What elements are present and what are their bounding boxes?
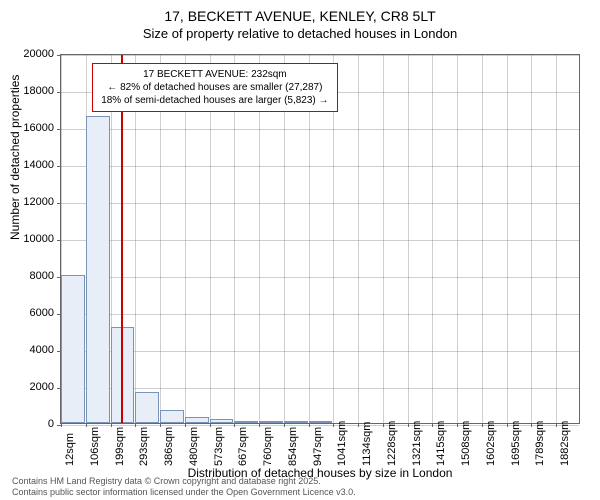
histogram-bar (284, 421, 308, 423)
chart-plot-area: 17 BECKETT AVENUE: 232sqm ← 82% of detac… (60, 54, 580, 424)
histogram-bar (86, 116, 110, 423)
gridline-vertical (531, 55, 532, 423)
histogram-bar (309, 421, 333, 423)
x-tick-label: 1789sqm (534, 421, 546, 466)
x-tick-label: 106sqm (89, 427, 101, 466)
x-tick-label: 293sqm (138, 427, 150, 466)
x-tick-label: 1321sqm (411, 421, 423, 466)
gridline-horizontal (61, 129, 579, 130)
gridline-horizontal (61, 314, 579, 315)
x-tick-label: 199sqm (114, 427, 126, 466)
x-tick-label: 1882sqm (559, 421, 571, 466)
y-tick-label: 2000 (4, 381, 54, 393)
histogram-bar (61, 275, 85, 423)
x-tick-label: 1695sqm (510, 421, 522, 466)
x-tick-label: 1134sqm (361, 422, 373, 466)
x-tick-label: 573sqm (213, 427, 225, 466)
y-tick-label: 18000 (4, 85, 54, 97)
y-tick-label: 8000 (4, 270, 54, 282)
footer-line1: Contains HM Land Registry data © Crown c… (12, 476, 356, 487)
x-tick-label: 1041sqm (336, 421, 348, 466)
gridline-vertical (408, 55, 409, 423)
histogram-bar (185, 417, 209, 423)
annotation-line2: ← 82% of detached houses are smaller (27… (101, 81, 328, 94)
x-tick-label: 386sqm (163, 427, 175, 466)
x-tick-label: 12sqm (64, 433, 76, 466)
gridline-vertical (482, 55, 483, 423)
histogram-bar (160, 410, 184, 423)
y-tick-label: 0 (4, 418, 54, 430)
y-tick-label: 10000 (4, 233, 54, 245)
y-tick-label: 14000 (4, 159, 54, 171)
footer-line2: Contains public sector information licen… (12, 487, 356, 498)
histogram-bar (210, 419, 234, 423)
y-tick-label: 16000 (4, 122, 54, 134)
y-axis: 0200040006000800010000120001400016000180… (0, 54, 58, 424)
histogram-bar (259, 421, 283, 423)
chart-title: 17, BECKETT AVENUE, KENLEY, CR8 5LT (0, 0, 600, 24)
gridline-horizontal (61, 55, 579, 56)
gridline-vertical (457, 55, 458, 423)
x-tick-label: 480sqm (188, 427, 200, 466)
y-tick-label: 20000 (4, 48, 54, 60)
x-tick-label: 947sqm (312, 427, 324, 466)
gridline-vertical (358, 55, 359, 423)
annotation-line1: 17 BECKETT AVENUE: 232sqm (101, 68, 328, 81)
property-annotation-box: 17 BECKETT AVENUE: 232sqm ← 82% of detac… (92, 63, 337, 112)
y-tick-label: 4000 (4, 344, 54, 356)
x-tick-label: 760sqm (262, 427, 274, 466)
chart-container: 17, BECKETT AVENUE, KENLEY, CR8 5LT Size… (0, 0, 600, 500)
gridline-horizontal (61, 203, 579, 204)
histogram-bar (135, 392, 159, 423)
gridline-vertical (432, 55, 433, 423)
x-tick-label: 1602sqm (485, 421, 497, 466)
gridline-horizontal (61, 388, 579, 389)
annotation-line3: 18% of semi-detached houses are larger (… (101, 94, 328, 107)
gridline-horizontal (61, 240, 579, 241)
gridline-horizontal (61, 166, 579, 167)
y-tick-label: 12000 (4, 196, 54, 208)
gridline-vertical (556, 55, 557, 423)
footer-attribution: Contains HM Land Registry data © Crown c… (12, 476, 356, 498)
gridline-vertical (507, 55, 508, 423)
x-tick-label: 1415sqm (435, 421, 447, 466)
y-tick-label: 6000 (4, 307, 54, 319)
x-tick-label: 854sqm (287, 427, 299, 466)
histogram-bar (234, 421, 258, 423)
gridline-horizontal (61, 351, 579, 352)
chart-subtitle: Size of property relative to detached ho… (0, 24, 600, 49)
x-tick-label: 1508sqm (460, 421, 472, 466)
gridline-horizontal (61, 277, 579, 278)
gridline-vertical (383, 55, 384, 423)
x-tick-label: 1228sqm (386, 421, 398, 466)
x-tick-label: 667sqm (237, 427, 249, 466)
